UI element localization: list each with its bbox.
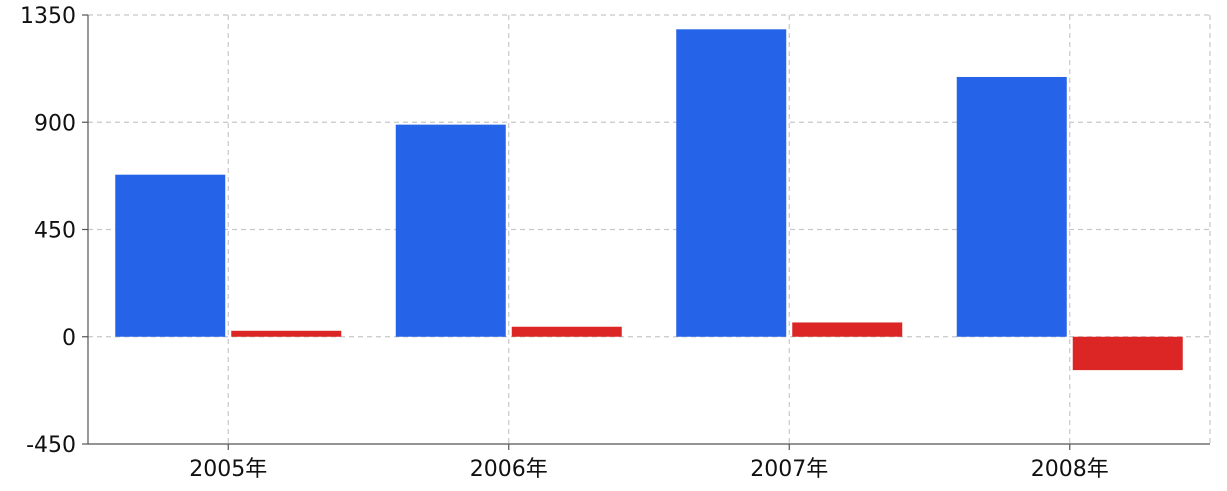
grid: [88, 14, 1211, 444]
x-tick-label: 2006年: [470, 457, 548, 482]
bar-series-2: [1072, 336, 1183, 371]
tick-labels: 1350 900 450 0 -450 2005年 2006年 2007年 2008年: [20, 4, 1109, 482]
y-tick-label: 0: [62, 326, 76, 351]
bar-series-1: [395, 124, 506, 337]
bar-series-1: [676, 29, 787, 337]
y-tick-label: 900: [34, 111, 76, 136]
bars: [115, 29, 1183, 371]
y-tick-label: -450: [26, 433, 76, 458]
x-tick-label: 2005年: [189, 457, 267, 482]
x-tick-label: 2007年: [750, 457, 828, 482]
bar-series-2: [231, 330, 342, 337]
bar-series-1: [956, 76, 1067, 337]
y-tick-label: 1350: [20, 4, 76, 29]
bar-series-2: [792, 322, 903, 337]
x-tick-label: 2008年: [1031, 457, 1109, 482]
y-tick-label: 450: [34, 219, 76, 244]
axes: [82, 14, 1210, 450]
bar-series-1: [115, 174, 226, 337]
bar-series-2: [511, 326, 622, 337]
